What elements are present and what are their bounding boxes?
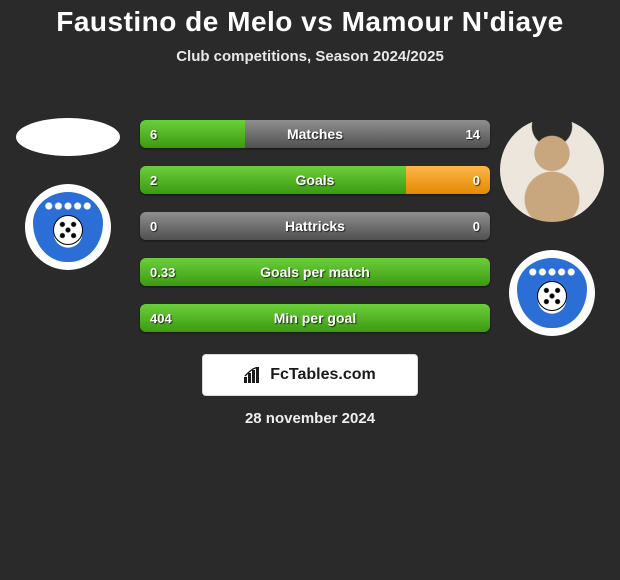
right-player-column — [492, 118, 612, 336]
left-player-column — [8, 118, 128, 270]
stat-row: 00Hattricks — [140, 212, 490, 240]
club-badge-left — [25, 184, 111, 270]
stat-row: 404Min per goal — [140, 304, 490, 332]
bar-chart-icon — [244, 367, 264, 383]
stat-label: Hattricks — [140, 212, 490, 240]
stat-label: Matches — [140, 120, 490, 148]
branding-text: FcTables.com — [270, 366, 376, 384]
stat-label: Min per goal — [140, 304, 490, 332]
stats-container: 614Matches 20Goals 00Hattricks 0.33Goals pe… — [140, 120, 490, 332]
player-photo-left — [16, 118, 120, 156]
date: 28 november 2024 — [0, 410, 620, 427]
player-photo-right — [500, 118, 604, 222]
club-badge-right — [509, 250, 595, 336]
stat-row: 0.33Goals per match — [140, 258, 490, 286]
stat-row: 20Goals — [140, 166, 490, 194]
branding[interactable]: FcTables.com — [202, 354, 418, 396]
stat-row: 614Matches — [140, 120, 490, 148]
page-subtitle: Club competitions, Season 2024/2025 — [0, 48, 620, 65]
stat-label: Goals per match — [140, 258, 490, 286]
page-title: Faustino de Melo vs Mamour N'diaye — [0, 0, 620, 38]
stat-label: Goals — [140, 166, 490, 194]
